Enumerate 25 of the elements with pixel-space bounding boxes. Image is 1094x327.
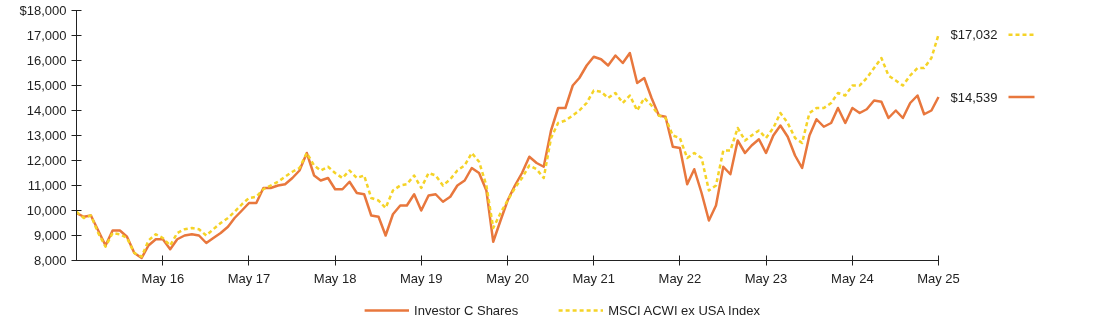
- x-tick-label: May 25: [917, 270, 960, 286]
- x-tick-label: May 16: [141, 270, 185, 286]
- y-tick-label: 9,000: [33, 228, 67, 243]
- y-tick-label: $18,000: [19, 3, 67, 18]
- y-tick-label: 11,000: [27, 178, 67, 193]
- data-label: $17,032: [950, 27, 998, 43]
- x-tick-label: May 23: [744, 270, 788, 286]
- y-tick-label: 15,000: [26, 78, 67, 93]
- x-tick-label: May 24: [831, 270, 874, 286]
- y-tick-label: 16,000: [26, 53, 67, 68]
- y-tick-label: 8,000: [33, 253, 67, 268]
- y-tick-label: 14,000: [26, 103, 67, 118]
- x-tick-label: May 18: [313, 270, 357, 286]
- y-tick-label: 10,000: [26, 203, 67, 218]
- y-tick-label: 13,000: [26, 128, 67, 143]
- x-tick-label: May 17: [227, 270, 271, 286]
- x-tick-label: May 21: [572, 270, 616, 286]
- y-tick-label: 17,000: [26, 28, 67, 43]
- y-tick-label: 12,000: [26, 153, 67, 168]
- x-tick-label: May 19: [399, 270, 443, 286]
- x-tick-label: May 20: [486, 270, 529, 286]
- x-tick-label: May 22: [658, 270, 702, 286]
- legend-label: Investor C Shares: [414, 302, 519, 318]
- data-label: $14,539: [950, 89, 998, 105]
- legend-label: MSCI ACWI ex USA Index: [608, 302, 760, 318]
